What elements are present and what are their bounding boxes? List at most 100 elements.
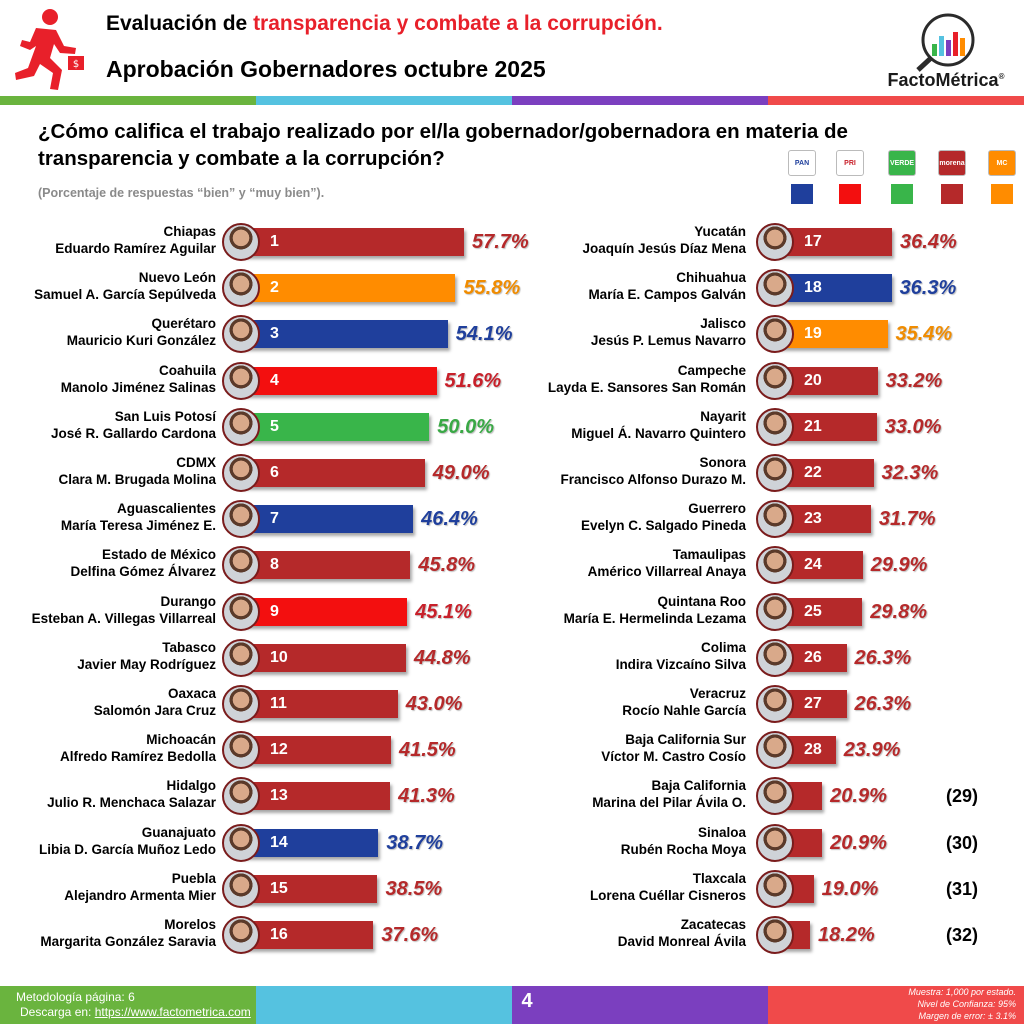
rank-number: 25 [804, 602, 822, 620]
website-link[interactable]: https://www.factometrica.com [94, 1005, 251, 1019]
value-label: 49.0% [432, 462, 490, 484]
party-logo-text: MC [996, 159, 1008, 167]
stripe-segment [512, 986, 768, 1024]
bar [238, 597, 408, 626]
governor-name: María E. Hermelinda Lezama [563, 610, 746, 626]
value-label: 20.9% [830, 785, 887, 808]
governor-label: Campeche Layda E. Sansores San Román [506, 362, 746, 396]
mc-logo-icon: MC [988, 150, 1016, 176]
governor-photo [222, 500, 260, 539]
state-name: Quintana Roo [657, 593, 747, 609]
governor-name: María E. Campos Galván [588, 287, 746, 303]
rank-number: 17 [804, 233, 822, 250]
rank-note: (29) [946, 786, 979, 807]
governor-name: David Monreal Ávila [617, 934, 746, 949]
stripe-segment [256, 96, 512, 105]
pan-swatch [791, 184, 813, 204]
rank-number: 23 [804, 510, 822, 528]
governor-photo [756, 500, 794, 539]
governor-name: Julio R. Menchaca Salazar [47, 795, 216, 811]
rank-number: 7 [270, 510, 279, 528]
value-label: 19.0% [821, 877, 879, 900]
governor-photo [222, 638, 260, 677]
value-label: 18.2% [818, 924, 875, 946]
value-label: 26.3% [854, 646, 912, 669]
party-logo-text: PAN [794, 159, 810, 167]
governor-label: Nuevo León Samuel A. García Sepúlveda [0, 269, 216, 303]
state-name: Zacatecas [680, 917, 746, 932]
rank-number: 14 [270, 833, 288, 851]
governor-name: Américo Villarreal Anaya [587, 564, 746, 580]
bar [238, 690, 398, 718]
value-label: 55.8% [463, 277, 521, 300]
governor-photo [756, 546, 794, 585]
rank-number: 16 [270, 926, 288, 943]
bar [238, 274, 456, 303]
state-name: Chiapas [163, 224, 216, 239]
value-label: 45.1% [415, 600, 472, 623]
rank-note: (31) [946, 878, 979, 899]
governor-photo [756, 592, 794, 631]
governor-photo [756, 869, 794, 908]
state-name: Baja California [651, 778, 746, 794]
governor-label: Hidalgo Julio R. Menchaca Salazar [0, 777, 216, 811]
governor-name: Delfina Gómez Álvarez [70, 564, 216, 580]
governor-label: Guanajuato Libia D. García Muñoz Ledo [0, 824, 216, 858]
governor-label: Chihuahua María E. Campos Galván [506, 269, 746, 303]
rank-number: 27 [804, 695, 822, 712]
governor-label: Baja California Sur Víctor M. Castro Cosí… [506, 731, 746, 765]
morena-swatch [941, 184, 963, 204]
governor-name: Javier May Rodríguez [77, 656, 216, 672]
bar [238, 366, 437, 395]
governor-name: Indira Vizcaíno Silva [615, 656, 746, 672]
sample-text: Muestra: 1,000 por estado. [908, 987, 1016, 997]
logo-text: FactoMétrica [887, 70, 999, 90]
governor-label: Sonora Francisco Alfonso Durazo M. [506, 454, 746, 488]
state-name: Puebla [171, 870, 216, 886]
governor-photo [222, 592, 260, 631]
verde-logo-icon: VERDE [888, 150, 916, 176]
bar [238, 459, 425, 487]
bar [238, 505, 414, 534]
governor-name: Mauricio Kuri González [66, 333, 216, 349]
state-name: Baja California Sur [625, 732, 746, 748]
governor-label: Tabasco Javier May Rodríguez [0, 639, 216, 673]
governor-label: Zacatecas David Monreal Ávila [506, 916, 746, 950]
party-logo-text: morena [939, 159, 965, 167]
rank-number: 11 [270, 695, 287, 712]
value-label: 32.3% [881, 462, 939, 484]
value-label: 38.7% [386, 831, 444, 854]
value-label: 54.1% [455, 323, 513, 346]
governor-label: Baja California Marina del Pilar Ávila O. [506, 777, 746, 811]
governor-photo [222, 269, 260, 308]
state-name: Colima [700, 639, 746, 655]
governor-name: Layda E. Sansores San Román [547, 379, 746, 395]
bar [238, 228, 464, 256]
governor-photo [222, 823, 260, 862]
governor-label: Aguascalientes María Teresa Jiménez E. [0, 500, 216, 534]
value-label: 31.7% [878, 508, 936, 531]
pan-logo-icon: PAN [788, 150, 816, 176]
top-color-stripe [0, 96, 1024, 105]
governor-name: Manolo Jiménez Salinas [60, 379, 216, 395]
state-name: Tamaulipas [672, 547, 746, 563]
governor-photo [756, 361, 794, 400]
party-logo-text: VERDE [889, 159, 915, 167]
verde-swatch [891, 184, 913, 204]
value-label: 29.9% [870, 554, 928, 577]
rank-number: 19 [804, 325, 822, 343]
state-name: Michoacán [146, 732, 216, 748]
rank-number: 3 [270, 325, 279, 343]
state-name: Oaxaca [167, 686, 216, 701]
sample-info: Muestra: 1,000 por estado. Nivel de Conf… [908, 986, 1016, 1022]
value-label: 57.7% [472, 231, 529, 253]
magnifier-chart-icon [916, 13, 975, 72]
governor-label: Morelos Margarita González Saravia [0, 916, 216, 950]
value-label: 29.8% [870, 600, 927, 623]
pri-swatch [839, 184, 861, 204]
governor-photo [756, 916, 794, 954]
governor-label: Colima Indira Vizcaíno Silva [506, 639, 746, 673]
governor-name: Víctor M. Castro Cosío [601, 749, 746, 765]
pri-logo-icon: PRI [836, 150, 864, 176]
value-label: 26.3% [854, 693, 912, 715]
